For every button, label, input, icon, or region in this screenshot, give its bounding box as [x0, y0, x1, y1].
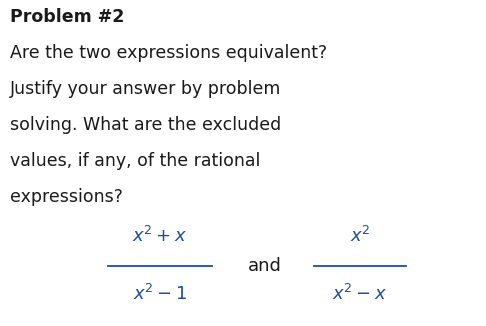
Text: Are the two expressions equivalent?: Are the two expressions equivalent? — [10, 44, 327, 62]
Text: values, if any, of the rational: values, if any, of the rational — [10, 152, 260, 170]
Text: and: and — [248, 257, 282, 275]
Text: Problem #2: Problem #2 — [10, 8, 124, 26]
Text: Justify your answer by problem: Justify your answer by problem — [10, 80, 281, 98]
Text: $x^2 - 1$: $x^2 - 1$ — [133, 284, 187, 304]
Text: expressions?: expressions? — [10, 188, 123, 206]
Text: $x^2 + x$: $x^2 + x$ — [132, 226, 188, 246]
Text: $x^2$: $x^2$ — [349, 226, 370, 246]
Text: solving. What are the excluded: solving. What are the excluded — [10, 116, 281, 134]
Text: $x^2 - x$: $x^2 - x$ — [332, 284, 388, 304]
